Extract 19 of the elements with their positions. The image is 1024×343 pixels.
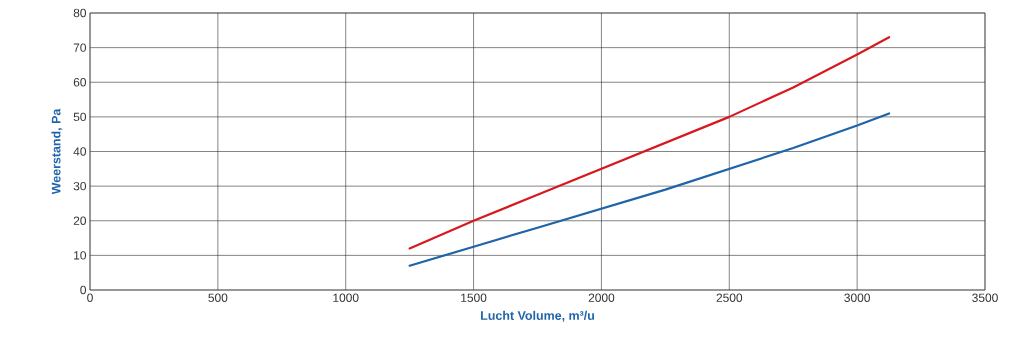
y-axis-title: Weerstand, Pa [51,108,63,195]
x-tick-label: 3500 [972,293,998,302]
x-tick-label: 0 [87,293,93,302]
y-tick-label: 10 [74,251,87,260]
x-tick-label: 1500 [461,293,487,302]
x-axis-title: Lucht Volume, m³/u [481,310,594,322]
y-tick-label: 70 [73,43,87,52]
y-tick-label: 20 [73,216,87,225]
x-tick-label: 2000 [588,293,615,302]
x-tick-label: 2500 [716,293,743,302]
y-tick-label: 40 [73,147,87,156]
x-tick-label: 500 [208,293,228,302]
y-tick-label: 60 [73,78,87,87]
y-tick-label: 50 [73,112,87,122]
y-tick-label: 0 [80,285,87,295]
y-tick-label: 80 [73,8,87,18]
x-tick-label: 1000 [333,293,359,302]
x-tick-label: 3000 [844,293,870,302]
y-tick-label: 30 [73,181,87,191]
